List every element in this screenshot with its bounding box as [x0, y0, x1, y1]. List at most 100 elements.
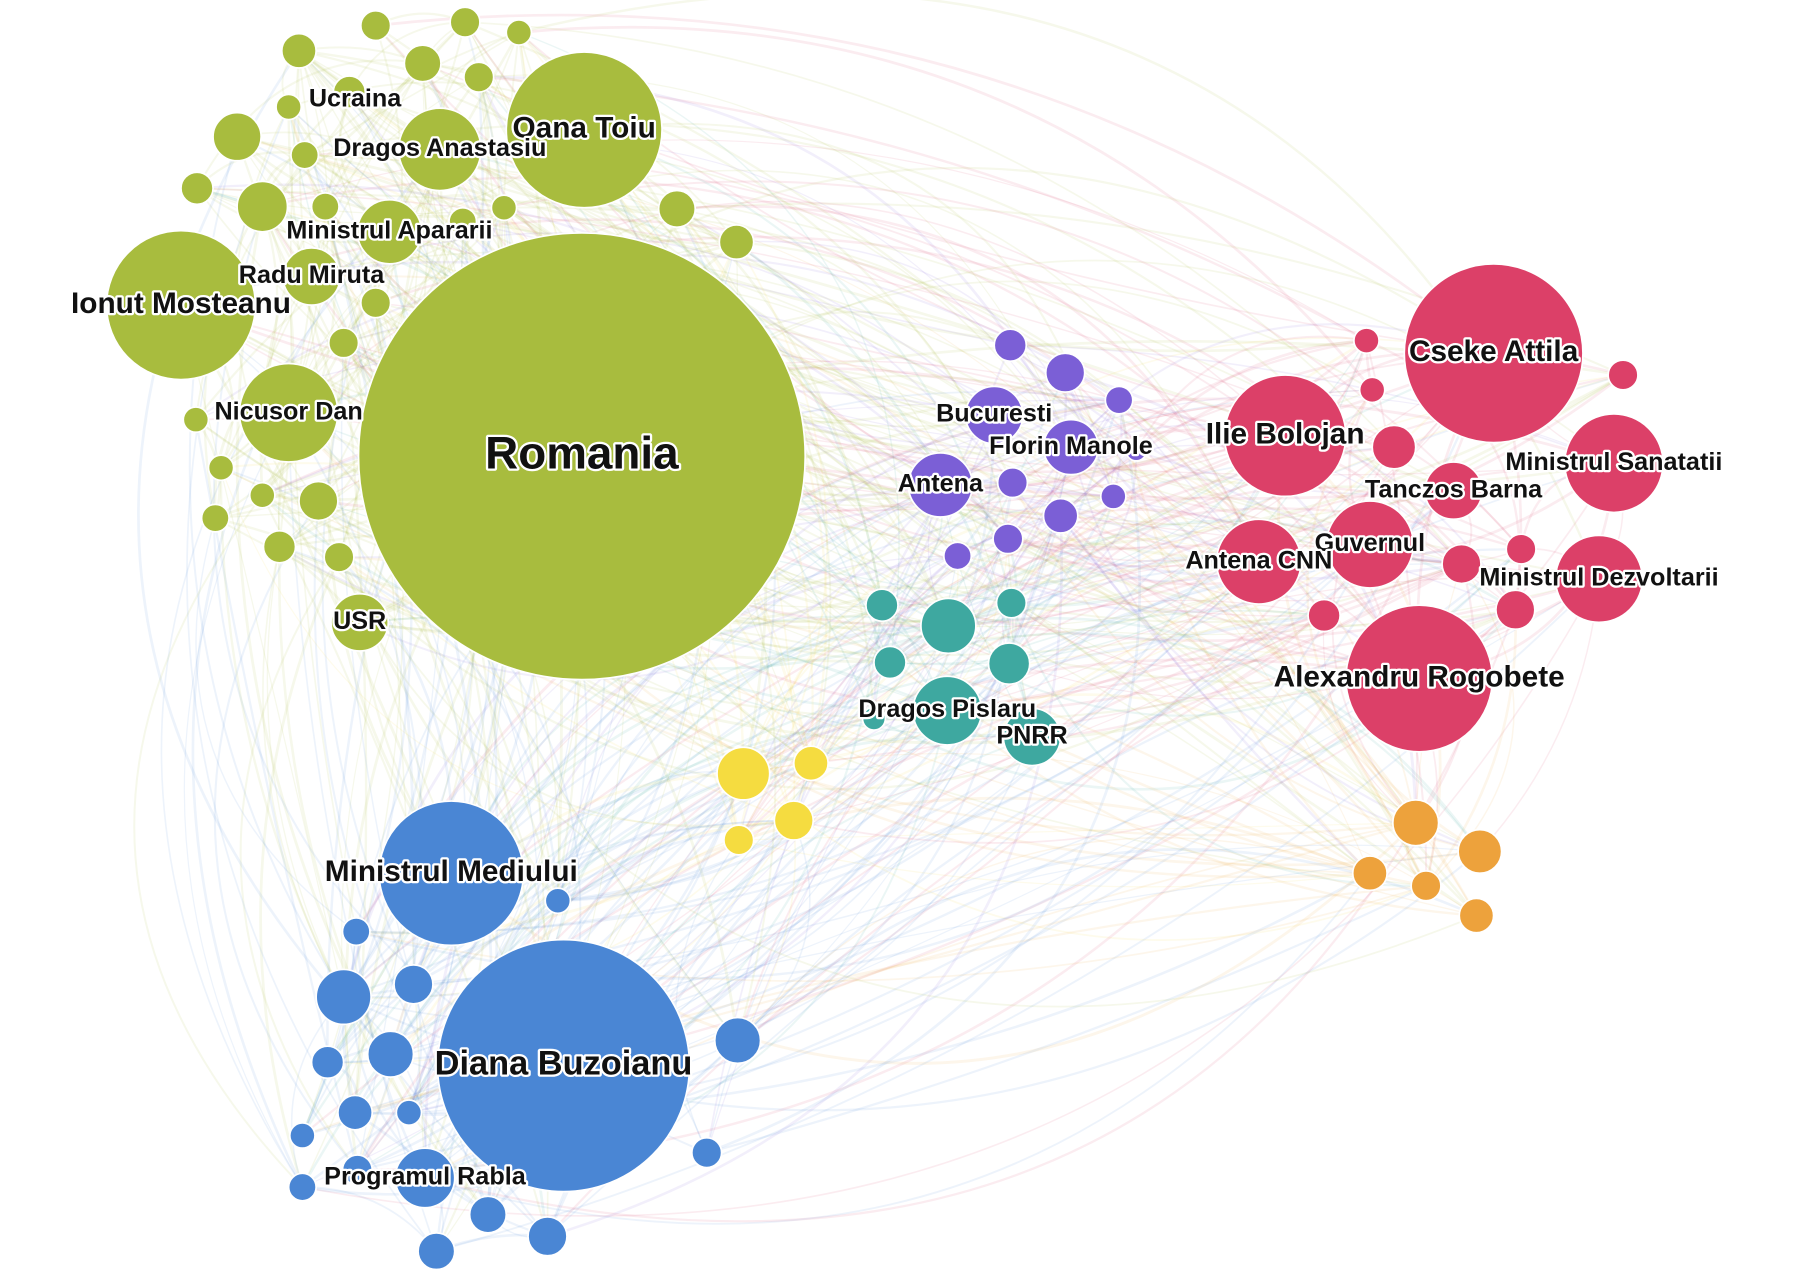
- node: [332, 75, 367, 109]
- node: [690, 1136, 723, 1169]
- node: [238, 362, 339, 463]
- edge: [738, 839, 1370, 888]
- node: [310, 191, 340, 222]
- edge: [213, 500, 359, 1171]
- node: [1002, 707, 1062, 767]
- edge: [195, 517, 357, 933]
- edge: [706, 399, 1142, 1154]
- node: [723, 824, 755, 856]
- node-label: Nicusor Dan: [214, 397, 362, 425]
- node: [1104, 385, 1134, 415]
- node: [1495, 589, 1536, 631]
- node: [1403, 263, 1584, 444]
- edge: [1424, 609, 1517, 887]
- edge: [196, 187, 464, 244]
- node: [1099, 482, 1127, 510]
- node-label: Diana Buzoianu: [435, 1045, 693, 1083]
- node: [1344, 604, 1494, 753]
- node: [275, 93, 303, 121]
- edge: [1365, 340, 1418, 823]
- node: [1325, 500, 1415, 589]
- node: [1353, 327, 1380, 355]
- edge: [810, 515, 1062, 764]
- node: [290, 140, 320, 170]
- node: [861, 706, 887, 731]
- edge: [196, 187, 1481, 852]
- edge: [889, 632, 1481, 853]
- node: [1307, 598, 1341, 633]
- edge: [359, 484, 942, 681]
- edge: [180, 304, 345, 998]
- node-label: Radu Miruta: [239, 261, 386, 289]
- edge: [1117, 399, 1371, 875]
- node-label: Ministrul Apararii: [286, 216, 492, 244]
- edge: [948, 496, 1115, 627]
- edge: [287, 106, 1370, 879]
- node-label: Alexandru Rogobete: [1274, 660, 1565, 693]
- node: [468, 1195, 508, 1234]
- node: [417, 1232, 456, 1271]
- edge: [277, 207, 505, 547]
- edge: [1009, 344, 1600, 580]
- edge: [196, 187, 1395, 448]
- edge: [737, 447, 1072, 1041]
- edge: [236, 131, 464, 223]
- edge: [183, 412, 303, 1188]
- node: [1424, 461, 1484, 521]
- edge: [356, 543, 1371, 934]
- edge: [137, 50, 392, 1056]
- node-label: PNRR: [996, 722, 1067, 750]
- node: [1505, 533, 1537, 565]
- edge: [1001, 515, 1062, 664]
- edge: [235, 206, 490, 1216]
- edge: [1031, 543, 1371, 739]
- node-label: Ministrul Mediului: [325, 855, 578, 888]
- node: [907, 452, 974, 518]
- edge: [1322, 615, 1417, 824]
- node-label: Ministrul Dezvoltarii: [1479, 564, 1718, 592]
- node: [280, 32, 317, 69]
- edge: [676, 208, 828, 821]
- node: [180, 171, 214, 206]
- edge: [557, 415, 996, 902]
- node: [359, 287, 392, 319]
- node: [310, 1045, 345, 1080]
- node: [1458, 897, 1495, 934]
- edge: [301, 662, 1010, 1137]
- node: [200, 503, 230, 533]
- edge: [220, 467, 794, 827]
- edge: [674, 839, 740, 1153]
- node: [341, 917, 371, 947]
- edge: [738, 822, 1416, 841]
- edge: [287, 50, 329, 414]
- edge: [408, 446, 1395, 1113]
- node-label: Programul Rabla: [324, 1163, 527, 1191]
- node: [490, 194, 518, 222]
- edge: [354, 709, 948, 1114]
- node-label: Ministrul Sanatatii: [1505, 448, 1722, 476]
- edge: [779, 604, 883, 821]
- edge: [742, 772, 1427, 941]
- node: [873, 645, 907, 680]
- edge: [374, 76, 480, 304]
- edge: [940, 484, 1260, 563]
- node: [996, 466, 1029, 499]
- node: [207, 454, 235, 482]
- edge: [304, 31, 520, 156]
- node-label: Dragos Pislaru: [858, 695, 1036, 723]
- node: [1351, 855, 1388, 892]
- node: [298, 480, 339, 522]
- edge: [1031, 735, 1371, 875]
- edge: [343, 661, 891, 998]
- node: [1391, 799, 1440, 847]
- edge: [518, 25, 1374, 391]
- edge: [743, 647, 1420, 775]
- edge: [1011, 450, 1138, 604]
- edge: [1010, 602, 1427, 887]
- edge: [301, 931, 357, 1136]
- node: [378, 800, 525, 947]
- edge: [338, 556, 1477, 1008]
- edge: [324, 21, 466, 208]
- edge: [450, 624, 949, 874]
- node: [393, 964, 434, 1005]
